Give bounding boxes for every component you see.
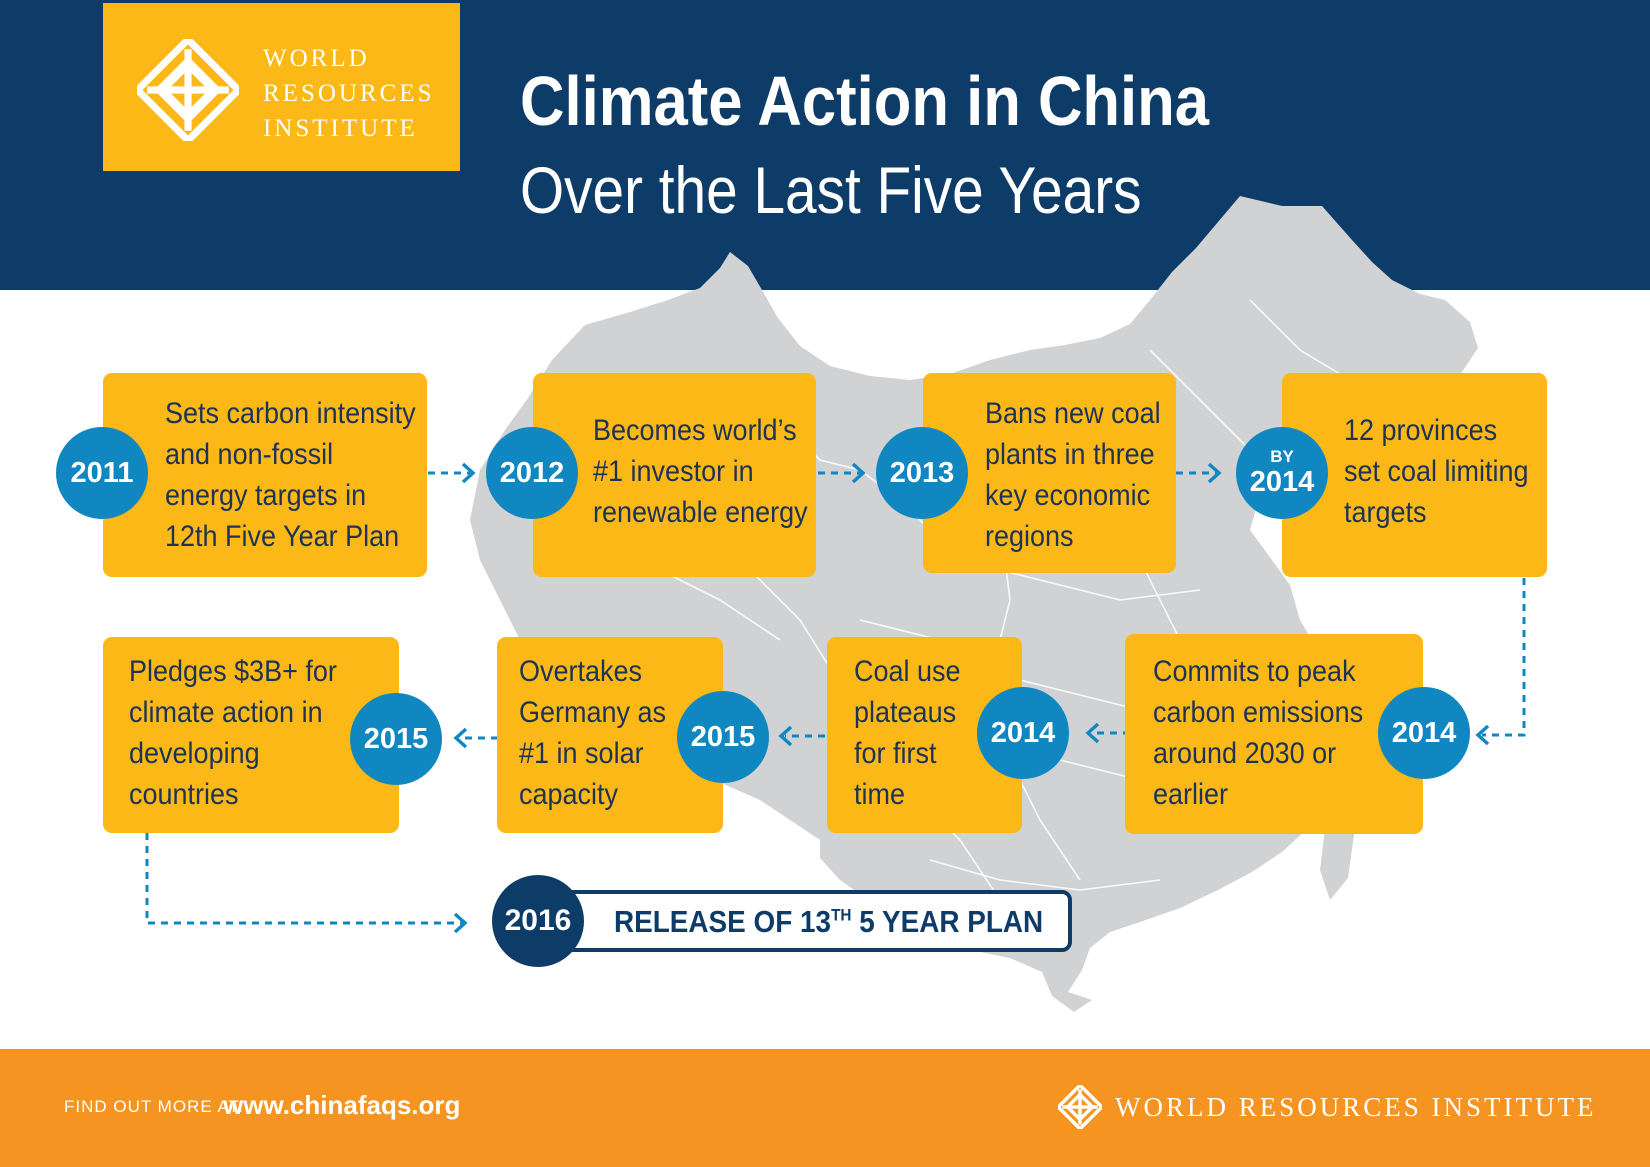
footer-band: FIND OUT MORE AT: www.chinafaqs.org WORL… [0,1049,1650,1167]
card-line: around 2030 or [1153,737,1337,770]
plan-label: RELEASE OF 13TH 5 YEAR PLAN [614,904,1043,940]
logo-wordmark: WORLD RESOURCES INSTITUTE [263,41,434,146]
footer-link[interactable]: www.chinafaqs.org [223,1090,461,1120]
footer-prefix: FIND OUT MORE AT: [64,1097,244,1116]
plan-banner: RELEASE OF 13TH 5 YEAR PLAN [500,890,1072,952]
card-line: plateaus [854,696,957,729]
year-badge-2011: 2011 [56,427,148,519]
card-line: capacity [519,778,619,811]
card-line: set coal limiting [1344,455,1529,488]
wri-knot-icon [137,39,239,141]
card-line: 12th Five Year Plan [165,520,400,553]
card-line: Germany as [519,696,667,729]
timeline-card-2011: Sets carbon intensity and non-fossil ene… [103,373,427,577]
card-line: Becomes world’s [593,414,797,447]
year-badge-2012: 2012 [486,427,578,519]
page-subtitle: Over the Last Five Years [520,153,1142,227]
footer-org-name: WORLD RESOURCES INSTITUTE [1115,1092,1597,1122]
card-line: Commits to peak [1153,655,1356,688]
year-badge-2013: 2013 [876,427,968,519]
card-line: for first [854,737,937,770]
year-badge-2014-coal: 2014 [977,687,1069,779]
wri-knot-icon [1058,1085,1102,1129]
card-line: climate action in [129,696,323,729]
card-line: #1 in solar [519,737,644,770]
card-line: Coal use [854,655,961,688]
year-prefix: BY [1270,447,1294,466]
year-label: 2014 [1391,717,1457,749]
card-line: Bans new coal [985,397,1161,430]
year-label: 2015 [690,721,756,753]
page-title: Climate Action in China [520,62,1210,140]
card-line: Sets carbon intensity [165,397,416,430]
year-badge-2016: 2016 [492,875,584,967]
card-line: key economic [985,479,1151,512]
card-line: regions [985,520,1074,553]
logo-line: RESOURCES [263,80,435,107]
card-line: countries [129,778,239,811]
card-line: developing [129,737,260,770]
year-label: 2011 [70,457,134,489]
timeline-card-2014-peak: Commits to peak carbon emissions around … [1125,634,1423,834]
card-line: earlier [1153,778,1229,811]
logo-line: WORLD [263,45,370,72]
card-line: time [854,778,906,811]
logo-line: INSTITUTE [263,115,418,142]
plan-label-start: RELEASE OF 13 [614,904,832,939]
year-label: 2016 [504,904,572,937]
card-line: 12 provinces [1344,414,1498,447]
year-badge-by-2014: BY 2014 [1236,427,1328,519]
wri-logo: WORLD RESOURCES INSTITUTE [103,3,460,171]
year-badge-2015-solar: 2015 [677,691,769,783]
card-line: #1 investor in [593,455,754,488]
year-label: 2013 [889,457,955,489]
card-line: renewable energy [593,496,808,529]
card-line: Overtakes [519,655,643,688]
card-line: targets [1344,496,1427,529]
card-line: energy targets in [165,479,367,512]
year-badge-2014-peak: 2014 [1378,687,1470,779]
year-label: 2012 [499,457,565,489]
timeline-card-2015-pledge: Pledges $3B+ for climate action in devel… [103,637,399,833]
year-label: 2014 [990,717,1056,749]
card-line: plants in three [985,438,1155,471]
timeline-card-2012: Becomes world’s #1 investor in renewable… [533,373,816,577]
card-line: carbon emissions [1153,696,1364,729]
card-line: Pledges $3B+ for [129,655,337,688]
timeline-card-2015-solar: Overtakes Germany as #1 in solar capacit… [497,637,723,833]
year-label: 2014 [1249,466,1315,498]
year-label: 2015 [363,723,429,755]
card-line: and non-fossil [165,438,334,471]
year-badge-2015-pledge: 2015 [350,693,442,785]
plan-label-sup: TH [831,905,852,925]
plan-label-end: 5 YEAR PLAN [851,904,1044,939]
